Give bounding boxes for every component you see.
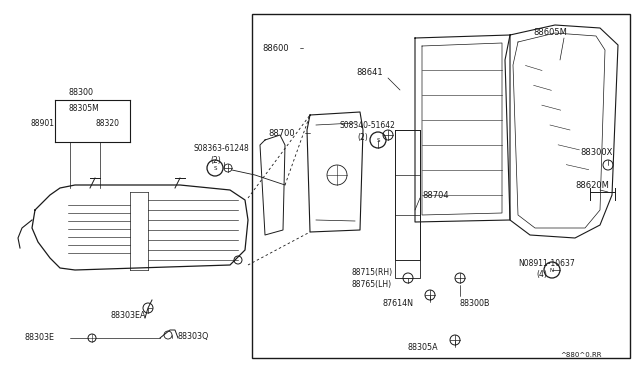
Bar (252, 14, 630, 358)
Text: S08340-51642: S08340-51642 (340, 121, 396, 129)
Text: 88305M: 88305M (68, 103, 99, 112)
Text: 88700: 88700 (268, 128, 294, 138)
Text: S08363-61248: S08363-61248 (193, 144, 249, 153)
Text: 88305A: 88305A (408, 343, 438, 353)
Text: 88303Q: 88303Q (178, 333, 209, 341)
Text: 88300B: 88300B (460, 298, 490, 308)
Text: 88300: 88300 (68, 87, 93, 96)
Text: 88605M: 88605M (533, 28, 567, 36)
Text: (4): (4) (536, 270, 547, 279)
Text: 88715(RH): 88715(RH) (352, 269, 393, 278)
Text: 88641: 88641 (356, 67, 383, 77)
Text: 87614N: 87614N (383, 298, 414, 308)
Text: 88320: 88320 (95, 119, 119, 128)
Text: S: S (376, 138, 380, 142)
Text: 88765(LH): 88765(LH) (352, 280, 392, 289)
Text: (2): (2) (210, 155, 221, 164)
Text: 88303EA: 88303EA (110, 311, 145, 320)
Text: 88300X: 88300X (580, 148, 612, 157)
Text: (2): (2) (357, 132, 368, 141)
Text: N08911-10637: N08911-10637 (518, 259, 575, 267)
Text: 88600: 88600 (262, 44, 289, 52)
Text: 88704: 88704 (422, 190, 449, 199)
Text: N: N (550, 267, 554, 273)
Bar (395, 260, 420, 278)
Text: S: S (213, 166, 217, 170)
Text: 88901: 88901 (30, 119, 54, 128)
Text: ^880^0.RR: ^880^0.RR (560, 352, 602, 358)
Text: 88620M: 88620M (575, 180, 609, 189)
Text: 88303E: 88303E (24, 333, 54, 341)
